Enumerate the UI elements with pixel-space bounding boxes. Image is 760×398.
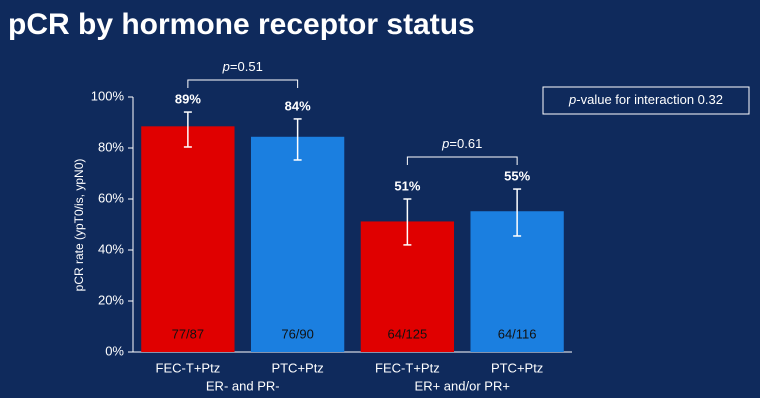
- bar: [141, 126, 235, 352]
- chart-title: pCR by hormone receptor status: [8, 8, 475, 41]
- x-tick-label: PTC+Ptz: [491, 360, 543, 375]
- count-label: 76/90: [281, 326, 314, 341]
- count-label: 64/125: [387, 326, 427, 341]
- comparison-label: p=0.61: [441, 136, 482, 151]
- x-tick-label: FEC-T+Ptz: [375, 360, 440, 375]
- interaction-label: p-value for interaction 0.32: [568, 92, 723, 107]
- comparison-label: p=0.51: [222, 59, 263, 74]
- y-tick-label: 20%: [98, 292, 124, 307]
- y-tick-label: 100%: [91, 88, 125, 103]
- y-tick-label: 60%: [98, 190, 124, 205]
- value-label: 55%: [504, 168, 530, 183]
- value-label: 89%: [175, 91, 201, 106]
- x-tick-label: FEC-T+Ptz: [156, 360, 221, 375]
- comparison-bracket: [187, 79, 299, 89]
- bar: [250, 136, 345, 352]
- x-tick-label: PTC+Ptz: [271, 360, 323, 375]
- group-label: ER+ and/or PR+: [415, 378, 510, 393]
- value-label: 51%: [394, 178, 420, 193]
- y-tick-label: 80%: [98, 139, 124, 154]
- count-label: 64/116: [498, 326, 537, 341]
- y-tick-label: 0%: [105, 343, 124, 358]
- comparison-bracket: [406, 156, 518, 166]
- interaction-box: [542, 86, 750, 115]
- y-axis-title: pCR rate (ypT0/is, ypN0): [72, 159, 86, 292]
- group-label: ER- and PR-: [206, 378, 280, 393]
- y-tick-label: 40%: [98, 241, 124, 256]
- count-label: 77/87: [172, 326, 205, 341]
- value-label: 84%: [285, 98, 311, 113]
